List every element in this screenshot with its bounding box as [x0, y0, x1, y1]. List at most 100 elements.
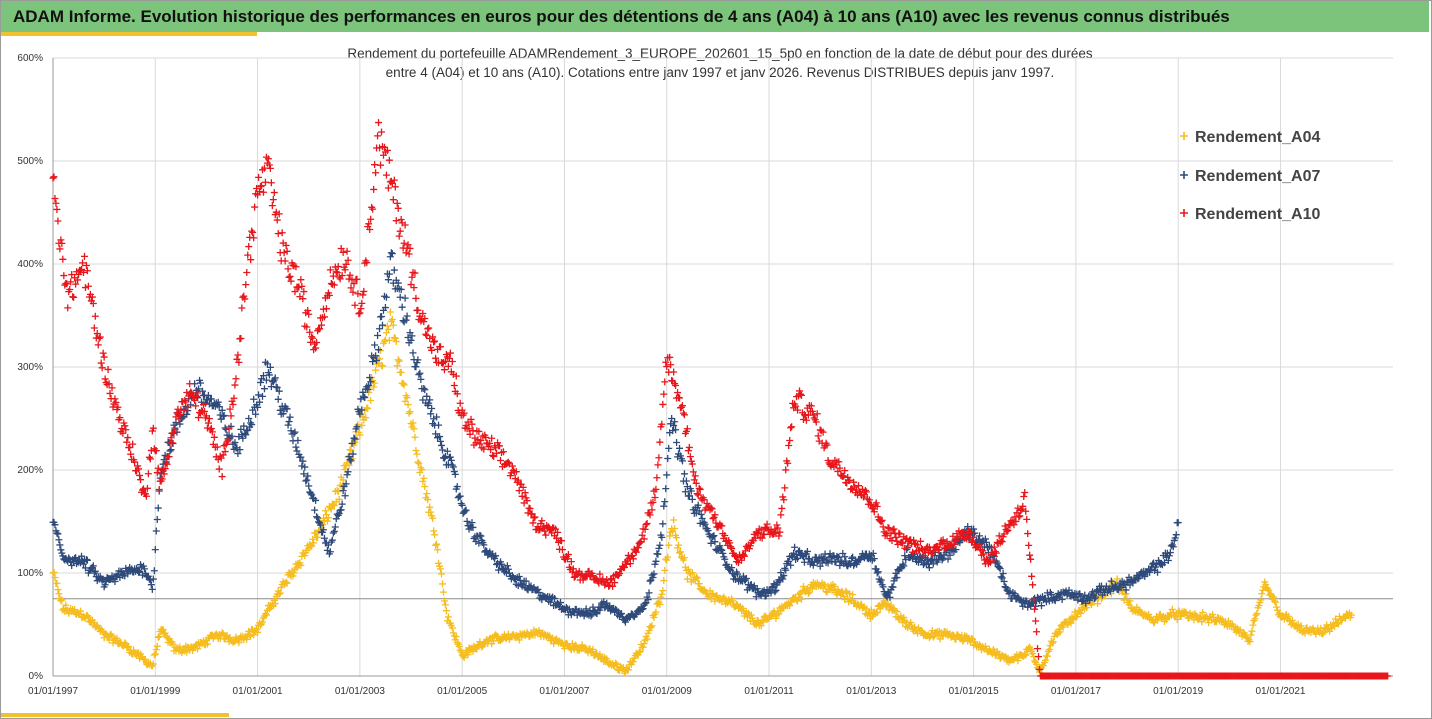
data-point: [171, 426, 179, 434]
data-point: [716, 542, 724, 550]
data-point: [740, 552, 748, 560]
data-point: [262, 611, 270, 619]
data-point: [774, 524, 782, 532]
data-point: [1168, 605, 1176, 613]
data-point: [465, 425, 473, 433]
data-point: [304, 307, 312, 315]
data-point: [759, 588, 767, 596]
data-point: [187, 388, 195, 396]
data-point: [57, 597, 65, 605]
data-point: [996, 565, 1004, 573]
data-point: [665, 444, 673, 452]
data-point: [273, 216, 281, 224]
data-point: [692, 479, 700, 487]
data-point: [363, 404, 371, 412]
data-point: [213, 443, 221, 451]
data-point: [949, 532, 957, 540]
data-point: [582, 605, 590, 613]
data-point: [855, 482, 863, 490]
data-point: [650, 614, 658, 622]
data-point: [717, 545, 725, 553]
data-point: [418, 466, 426, 474]
data-point: [111, 395, 119, 403]
data-point: [98, 364, 106, 372]
data-point: [640, 535, 648, 543]
data-point: [362, 414, 370, 422]
data-point: [375, 346, 383, 354]
data-point: [415, 459, 423, 467]
data-point: [339, 476, 347, 484]
data-point: [1089, 588, 1097, 596]
data-point: [341, 266, 349, 274]
data-point: [251, 203, 259, 211]
data-point: [1083, 604, 1091, 612]
data-point: [249, 228, 257, 236]
data-point: [82, 556, 90, 564]
x-tick-label: 01/01/2011: [744, 686, 794, 697]
data-point: [775, 532, 783, 540]
data-point: [452, 633, 460, 641]
data-point: [564, 551, 572, 559]
legend-label: Rendement_A07: [1195, 168, 1320, 185]
data-point: [291, 288, 299, 296]
data-point: [985, 558, 993, 566]
data-point: [1164, 557, 1172, 565]
data-point: [307, 489, 315, 497]
data-point: [632, 548, 640, 556]
data-point: [269, 196, 277, 204]
data-point: [656, 600, 664, 608]
data-point: [688, 569, 696, 577]
data-point: [634, 544, 642, 552]
data-point: [1043, 652, 1051, 660]
data-point: [415, 371, 423, 379]
data-point: [282, 241, 290, 249]
data-point: [154, 633, 162, 641]
data-point: [787, 424, 795, 432]
x-tick-label: 01/01/2001: [233, 686, 283, 697]
data-point: [449, 463, 457, 471]
data-point: [443, 447, 451, 455]
data-point: [1246, 638, 1254, 646]
data-point: [144, 470, 152, 478]
data-point: [59, 255, 67, 263]
data-point: [771, 588, 779, 596]
data-point: [408, 273, 416, 281]
data-point: [204, 419, 212, 427]
data-point: [97, 359, 105, 367]
data-point: [767, 589, 775, 597]
data-point: [1135, 574, 1143, 582]
data-point: [333, 269, 341, 277]
data-point: [814, 432, 822, 440]
data-point: [440, 454, 448, 462]
data-point: [1039, 662, 1047, 670]
data-point: [403, 394, 411, 402]
data-point: [813, 410, 821, 418]
data-point: [904, 542, 912, 550]
y-tick-label: 0%: [29, 671, 44, 682]
data-point: [152, 646, 160, 654]
y-tick-label: 500%: [17, 156, 43, 167]
data-point: [337, 245, 345, 252]
data-point: [337, 506, 345, 514]
data-point: [299, 295, 307, 303]
data-point: [346, 446, 354, 454]
data-point: [144, 572, 152, 580]
data-point: [1166, 549, 1174, 557]
data-point: [488, 434, 496, 442]
data-point: [423, 392, 431, 400]
data-point: [648, 622, 656, 630]
data-point: [311, 506, 319, 514]
data-point: [438, 570, 446, 578]
data-point: [136, 568, 144, 576]
data-point: [626, 560, 634, 568]
data-point: [429, 333, 437, 341]
data-point: [757, 622, 765, 630]
data-point: [149, 424, 157, 432]
data-point: [105, 380, 113, 388]
data-point: [161, 465, 169, 473]
data-point: [695, 484, 703, 492]
data-point: [412, 294, 420, 302]
data-point: [404, 241, 412, 249]
data-point: [229, 400, 237, 408]
data-point: [150, 651, 158, 659]
